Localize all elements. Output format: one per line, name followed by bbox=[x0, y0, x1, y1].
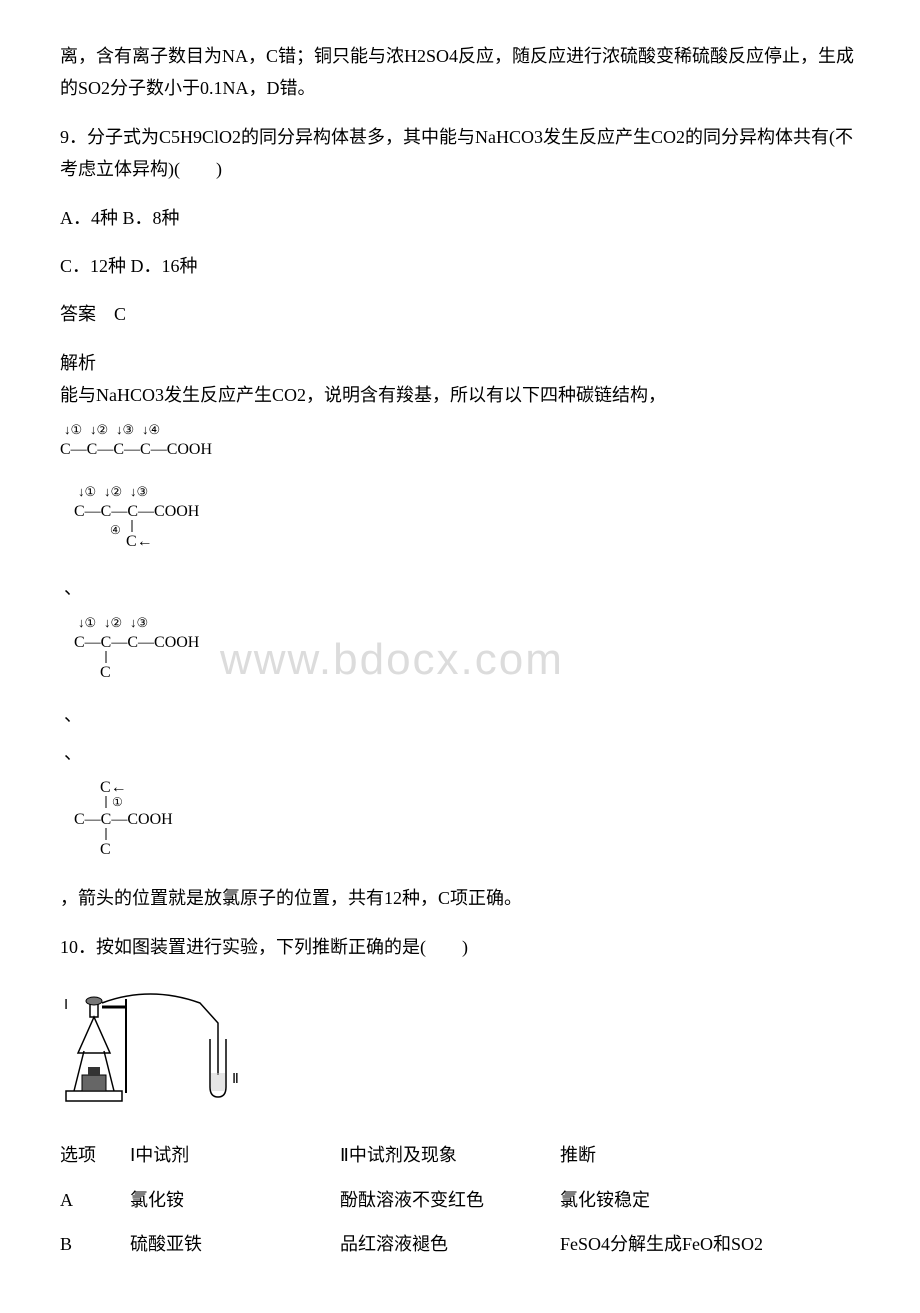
svg-text:C—C—C—COOH: C—C—C—COOH bbox=[74, 503, 200, 520]
svg-text:C—C—COOH: C—C—COOH bbox=[74, 811, 173, 828]
svg-text:↓①: ↓① bbox=[64, 422, 82, 437]
chem-structure-2: ↓① ↓② ↓③ C—C—C—COOH ④ C← bbox=[60, 482, 860, 564]
chem-structure-3: ↓① ↓② ↓③ C—C—C—COOH C bbox=[60, 613, 860, 691]
td-option-a: A bbox=[60, 1184, 130, 1216]
td-reagent-1-a: 氯化铵 bbox=[130, 1184, 340, 1216]
question-9-stem: 9．分子式为C5H9ClO2的同分异构体甚多，其中能与NaHCO3发生反应产生C… bbox=[60, 121, 860, 186]
svg-text:C←: C← bbox=[126, 533, 153, 550]
chem-structure-4: C← ① C—C—COOH C bbox=[60, 778, 860, 874]
question-9-explanation-label: 解析 bbox=[60, 347, 860, 379]
svg-text:C: C bbox=[100, 841, 111, 858]
svg-text:↓③: ↓③ bbox=[130, 484, 148, 499]
svg-text:C—C—C—COOH: C—C—C—COOH bbox=[74, 634, 200, 651]
td-reagent-1-b: 硫酸亚铁 bbox=[130, 1228, 340, 1260]
svg-text:C—C—C—C—COOH: C—C—C—C—COOH bbox=[60, 441, 212, 458]
svg-text:↓①: ↓① bbox=[78, 615, 96, 630]
table-row: A 氯化铵 酚酞溶液不变红色 氯化铵稳定 bbox=[60, 1184, 860, 1216]
question-10-stem: 10．按如图装置进行实验，下列推断正确的是( ) bbox=[60, 931, 860, 963]
apparatus-diagram: Ⅰ Ⅱ bbox=[60, 979, 860, 1119]
svg-text:Ⅱ: Ⅱ bbox=[232, 1072, 239, 1087]
svg-text:↓③: ↓③ bbox=[116, 422, 134, 437]
svg-text:↓④: ↓④ bbox=[142, 422, 160, 437]
svg-text:①: ① bbox=[112, 795, 123, 809]
separator-1: 、 bbox=[64, 578, 82, 598]
svg-text:↓②: ↓② bbox=[90, 422, 108, 437]
svg-text:↓①: ↓① bbox=[78, 484, 96, 499]
th-option: 选项 bbox=[60, 1139, 130, 1171]
svg-text:C←: C← bbox=[100, 779, 127, 796]
td-conclusion-b: FeSO4分解生成FeO和SO2 bbox=[560, 1228, 860, 1260]
question-9-options-cd: C．12种 D．16种 bbox=[60, 250, 860, 282]
svg-text:④: ④ bbox=[110, 523, 121, 537]
separator-3: 、 bbox=[64, 743, 82, 763]
question-9-conclusion: ，箭头的位置就是放氯原子的位置，共有12种，C项正确。 bbox=[60, 882, 860, 914]
td-conclusion-a: 氯化铵稳定 bbox=[560, 1184, 860, 1216]
table-header: 选项 Ⅰ中试剂 Ⅱ中试剂及现象 推断 bbox=[60, 1139, 860, 1171]
svg-text:Ⅰ: Ⅰ bbox=[64, 998, 68, 1013]
paragraph-continuation: 离，含有离子数目为NA，C错；铜只能与浓H2SO4反应，随反应进行浓硫酸变稀硫酸… bbox=[60, 40, 860, 105]
separator-2: 、 bbox=[64, 705, 82, 725]
svg-text:↓②: ↓② bbox=[104, 484, 122, 499]
th-conclusion: 推断 bbox=[560, 1139, 860, 1171]
question-9-options-ab: A．4种 B．8种 bbox=[60, 202, 860, 234]
th-reagent-2: Ⅱ中试剂及现象 bbox=[340, 1139, 560, 1171]
svg-text:C: C bbox=[100, 664, 111, 681]
svg-text:↓③: ↓③ bbox=[130, 615, 148, 630]
td-reagent-2-b: 品红溶液褪色 bbox=[340, 1228, 560, 1260]
td-option-b: B bbox=[60, 1228, 130, 1260]
th-reagent-1: Ⅰ中试剂 bbox=[130, 1139, 340, 1171]
svg-text:↓②: ↓② bbox=[104, 615, 122, 630]
table-row: B 硫酸亚铁 品红溶液褪色 FeSO4分解生成FeO和SO2 bbox=[60, 1228, 860, 1260]
question-9-explanation-intro: 能与NaHCO3发生反应产生CO2，说明含有羧基，所以有以下四种碳链结构， bbox=[60, 379, 860, 411]
td-reagent-2-a: 酚酞溶液不变红色 bbox=[340, 1184, 560, 1216]
chem-structure-1: ↓① ↓② ↓③ ↓④ C—C—C—C—COOH bbox=[60, 420, 860, 474]
question-9-answer: 答案 C bbox=[60, 298, 860, 330]
